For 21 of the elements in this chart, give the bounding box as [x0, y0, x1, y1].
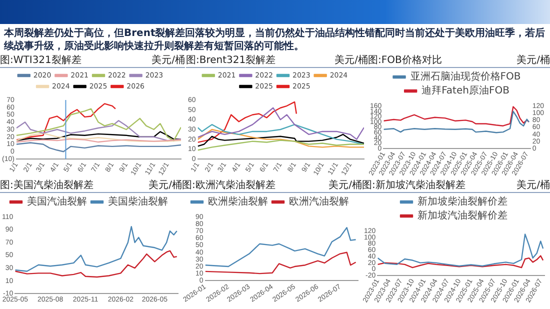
legend-label: 新加坡汽油裂解价差 — [418, 210, 508, 222]
chart-title: 图:欧洲汽柴油裂解差 — [182, 180, 276, 192]
legend-label: 欧洲汽油裂解 — [289, 196, 349, 208]
y-axis-title: 美元/桶 — [328, 180, 362, 192]
text: 本周裂解差仍处于高位，但Brent裂解差回落较为明显，当前仍然处于油品结构性错配同时当前还处于美欧用油旺季，若后续战事升级，原油受此影响快速拉升则裂解差有短暂回落的可能性。 — [4, 27, 546, 53]
chart-title: 图:美国汽柴油裂解差 — [0, 180, 94, 192]
chart-title: 图:FOB价格对比 — [368, 55, 442, 67]
y-axis-title: 美元/桶 — [148, 180, 182, 192]
legend-label: 迪拜Fateh原油FOB — [422, 84, 510, 97]
legend-label: 美国柴油裂解 — [108, 196, 168, 208]
y-axis-title: 美元/桶 — [152, 55, 185, 67]
legend-label: 亚洲石脑油现货价格FOB — [410, 70, 521, 83]
chart-title: 图:WTI321裂解差 — [0, 55, 82, 67]
y-axis-title: 美元/桶 — [334, 55, 368, 67]
chart-title: 图:Brent321裂解差 — [186, 55, 276, 67]
y-axis-title: 美元/桶 — [516, 180, 550, 192]
legend-label: 美国汽油裂解 — [27, 196, 87, 208]
y2-axis-title: 美元/桶 — [516, 55, 550, 67]
legend-label: 新加坡柴油裂解价差 — [418, 196, 508, 208]
legend-label: 欧洲柴油裂解 — [208, 196, 268, 208]
chart-title: 图:新加坡汽柴油裂解差 — [362, 180, 466, 192]
